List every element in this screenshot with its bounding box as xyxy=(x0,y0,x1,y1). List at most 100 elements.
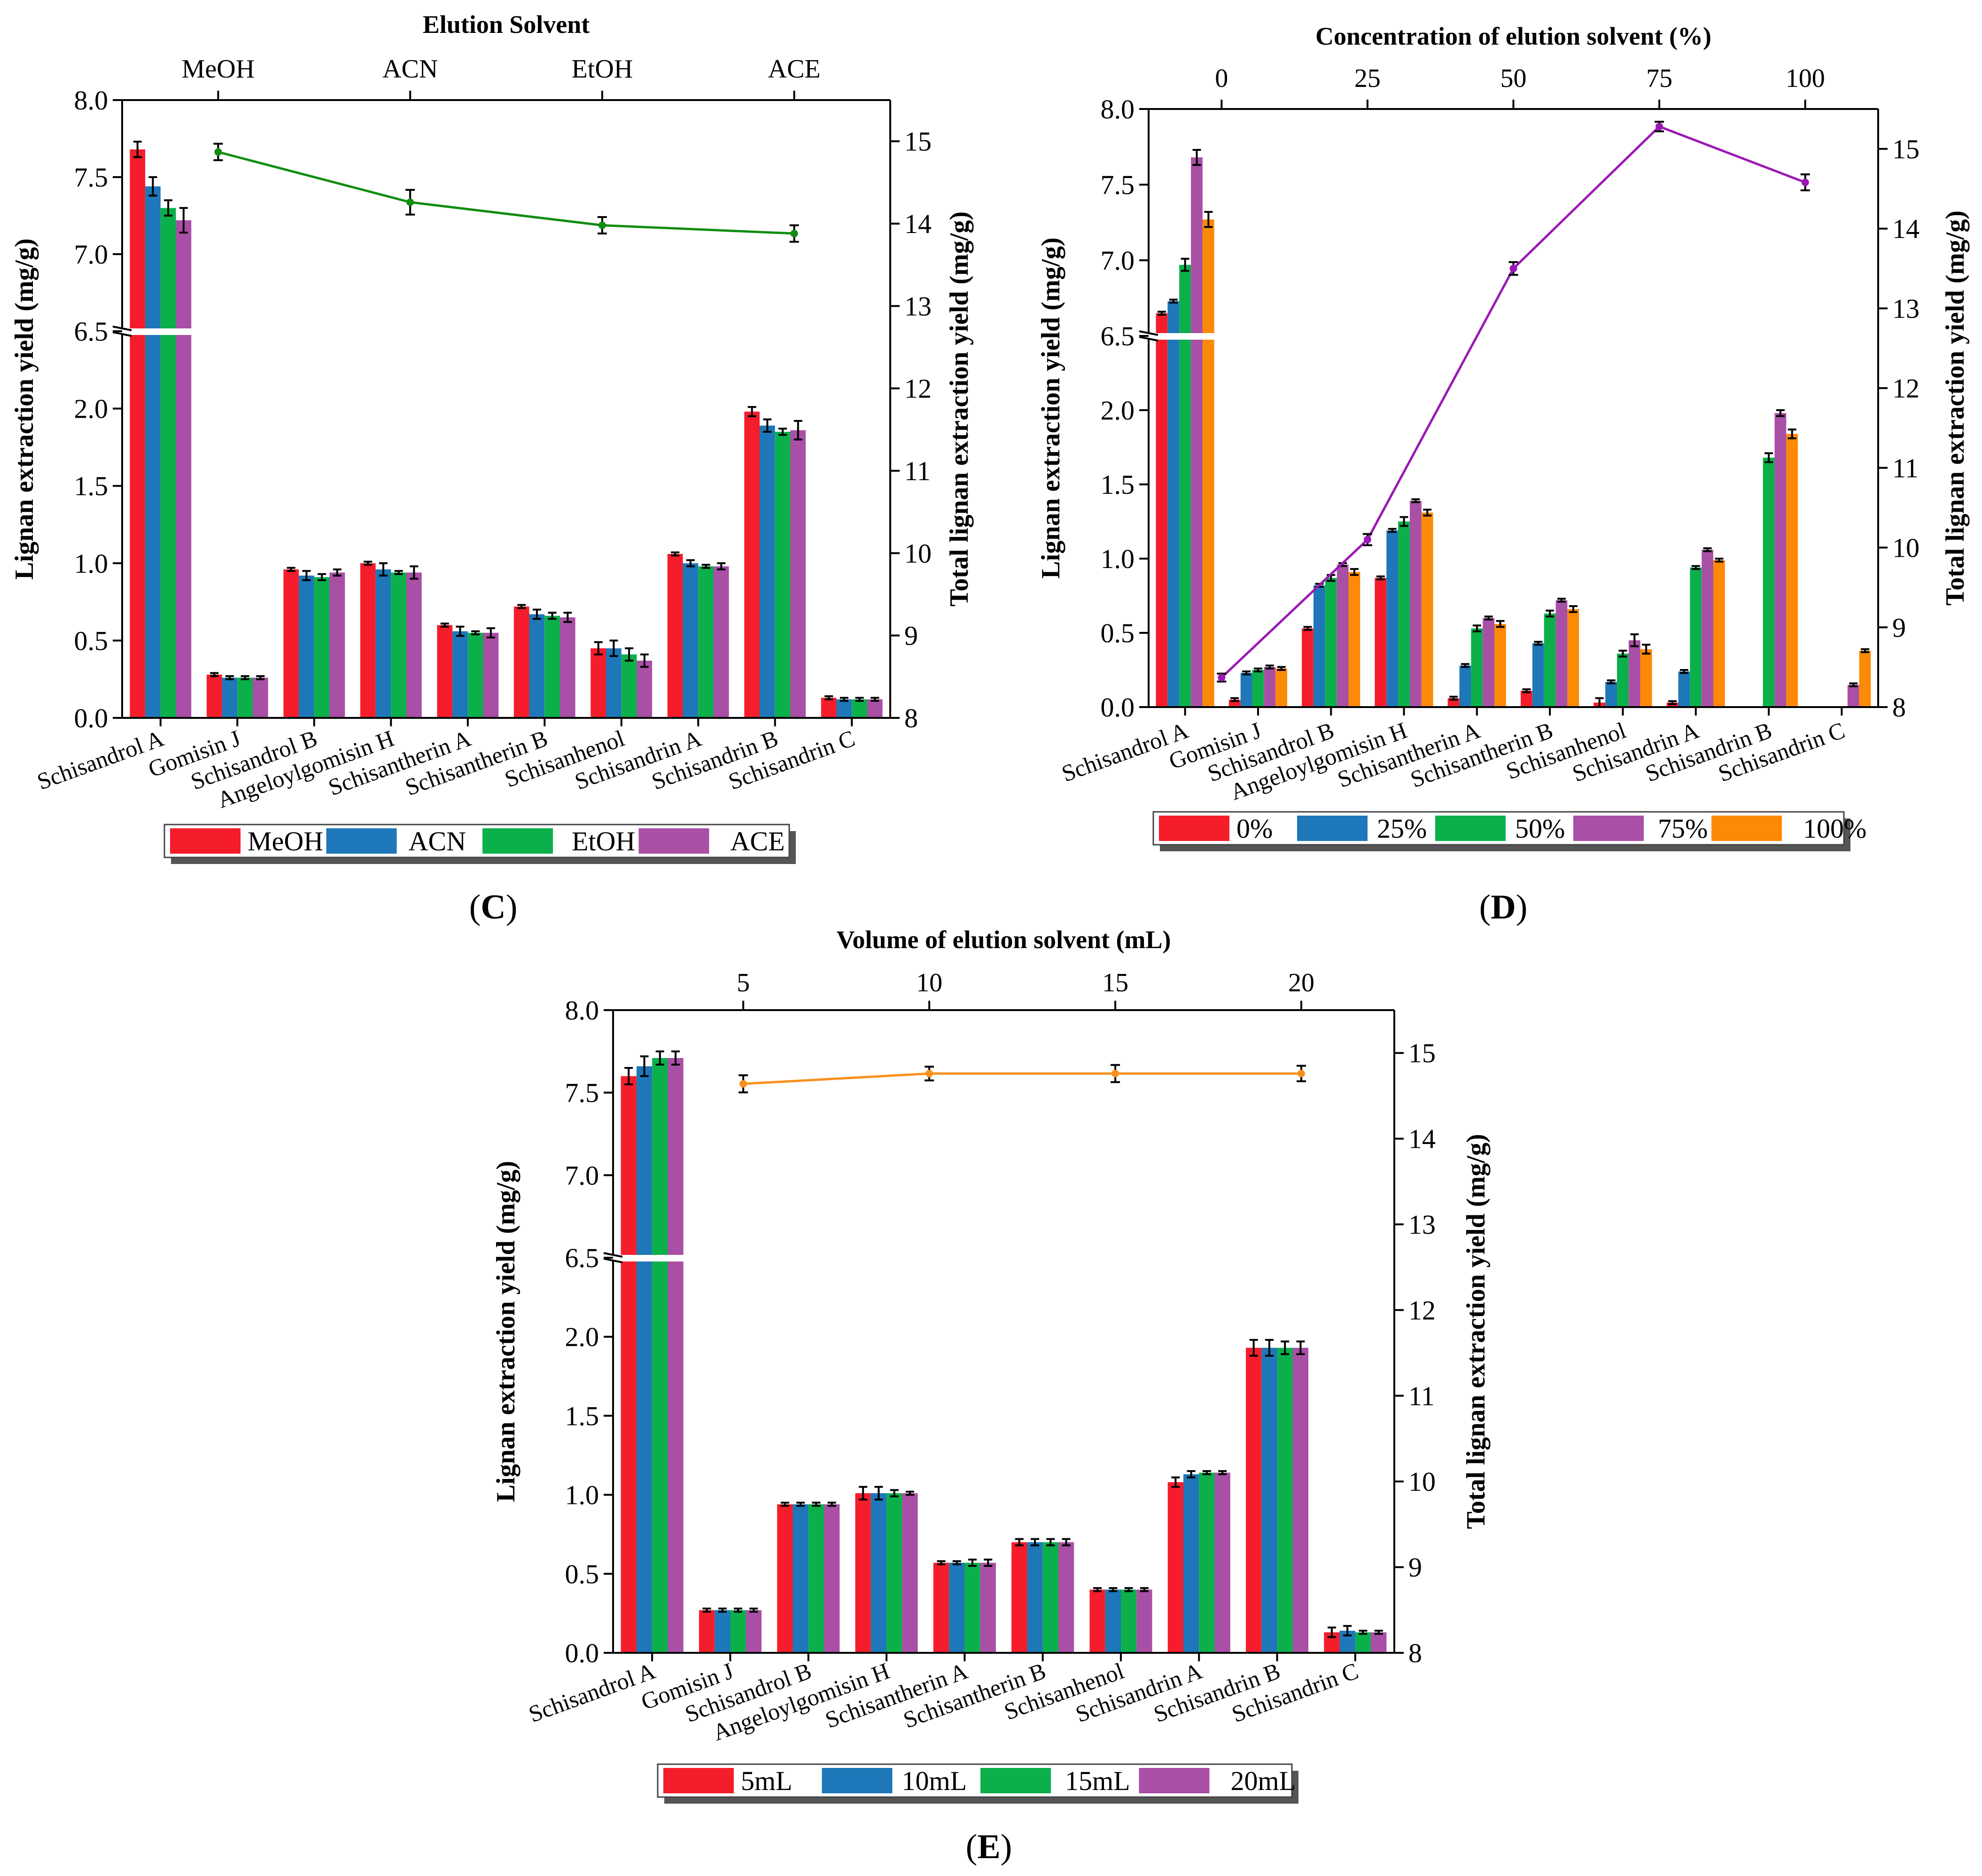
bar-etoh-2 xyxy=(314,577,330,718)
y-axis-title: Lignan extraction yield (mg/g) xyxy=(10,238,39,579)
bar-ace-9 xyxy=(867,699,883,718)
legend-swatch-10ml xyxy=(822,1768,893,1793)
y2-tick-label: 15 xyxy=(1408,1038,1436,1068)
y2-tick-label: 8 xyxy=(904,703,918,733)
bar-ace-2 xyxy=(329,572,345,718)
bar-50-4 xyxy=(1471,628,1483,707)
bar-50-1 xyxy=(1252,670,1264,707)
bar-25-4 xyxy=(1459,665,1471,707)
bar-5ml-3 xyxy=(855,1493,871,1653)
y2-tick-label: 10 xyxy=(1408,1466,1436,1497)
bar-5ml-6 xyxy=(1089,1589,1105,1653)
bar-15ml-9 xyxy=(1355,1632,1371,1653)
y2-tick-label: 9 xyxy=(904,621,918,651)
bar-0-3 xyxy=(1375,578,1387,707)
line-point xyxy=(925,1069,933,1077)
bar-75-3 xyxy=(1410,500,1422,707)
legend-swatch-20ml xyxy=(1139,1768,1210,1793)
line-point xyxy=(790,230,798,238)
bar-20ml-7 xyxy=(1214,1472,1230,1653)
legend-swatch-5ml xyxy=(663,1768,734,1793)
bar-50-2 xyxy=(1325,578,1337,707)
top-tick-label: 25 xyxy=(1354,64,1381,93)
bar-20ml-1 xyxy=(746,1610,762,1653)
legend-swatch-meoh xyxy=(170,828,241,854)
y2-axis-title: Total lignan extraction yield (mg/g) xyxy=(945,211,974,607)
y-tick-label: 0.5 xyxy=(74,625,109,656)
line-point xyxy=(214,148,222,156)
bar-ace-1 xyxy=(253,677,268,718)
bar-75-4 xyxy=(1483,618,1495,707)
line-point xyxy=(406,198,414,206)
y-tick-label: 1.5 xyxy=(565,1401,599,1431)
bar-0-5 xyxy=(1521,691,1532,707)
y2-tick-label: 13 xyxy=(1892,293,1920,324)
y-tick-label: 8.0 xyxy=(1101,94,1135,125)
line-point xyxy=(1801,179,1809,187)
y2-tick-label: 13 xyxy=(904,291,932,321)
bar-acn-1 xyxy=(222,677,238,718)
bar-acn-5 xyxy=(529,614,545,718)
y-tick-label: 7.0 xyxy=(565,1160,599,1191)
y-tick-label: 1.5 xyxy=(1101,469,1135,500)
bar-15ml-3 xyxy=(886,1493,902,1653)
axis-break-mark xyxy=(603,1258,623,1263)
bar-75-7 xyxy=(1702,550,1713,707)
bar-20ml-6 xyxy=(1136,1589,1152,1653)
bar-100-3 xyxy=(1421,513,1433,707)
axis-break-band xyxy=(1130,333,1888,340)
bar-etoh-0 xyxy=(160,208,176,718)
bar-10ml-5 xyxy=(1027,1542,1043,1653)
bar-25-5 xyxy=(1532,643,1544,707)
bar-meoh-9 xyxy=(821,698,837,718)
bar-10ml-7 xyxy=(1183,1474,1199,1653)
line-point xyxy=(1218,674,1226,682)
bar-meoh-2 xyxy=(283,569,299,718)
bar-5ml-7 xyxy=(1167,1482,1183,1653)
bar-acn-3 xyxy=(375,569,391,718)
bar-100-9 xyxy=(1859,650,1871,707)
bar-100-4 xyxy=(1494,624,1506,707)
bar-etoh-6 xyxy=(621,654,637,718)
line-point xyxy=(1363,536,1371,544)
y-tick-label: 7.0 xyxy=(1101,245,1135,276)
legend-label: 10mL xyxy=(902,1766,967,1796)
y-tick-label: 2.0 xyxy=(1101,395,1135,426)
bar-5ml-4 xyxy=(933,1563,949,1653)
legend-label: ACN xyxy=(409,826,466,856)
bar-ace-4 xyxy=(483,632,499,718)
y-tick-label: 8.0 xyxy=(74,85,109,116)
line-point xyxy=(739,1080,747,1088)
bar-20ml-9 xyxy=(1371,1632,1387,1653)
y2-tick-label: 14 xyxy=(1892,214,1920,244)
top-axis-title: Elution Solvent xyxy=(423,10,590,39)
y2-tick-label: 9 xyxy=(1408,1552,1422,1583)
legend-label: 15mL xyxy=(1065,1766,1130,1796)
legend-label: 50% xyxy=(1515,813,1565,844)
top-tick-label: EtOH xyxy=(572,54,633,84)
bar-etoh-9 xyxy=(852,699,867,718)
bar-15ml-1 xyxy=(730,1610,746,1653)
panel-label: (D) xyxy=(1479,888,1528,926)
bar-meoh-6 xyxy=(591,648,606,718)
y2-tick-label: 11 xyxy=(1892,453,1919,483)
top-axis-title: Volume of elution solvent (mL) xyxy=(837,926,1171,954)
y2-tick-label: 11 xyxy=(904,456,931,486)
axis-break-band xyxy=(103,328,900,335)
bar-5ml-1 xyxy=(699,1610,715,1653)
bar-acn-0 xyxy=(145,186,161,718)
y2-tick-label: 9 xyxy=(1892,612,1906,643)
bar-50-5 xyxy=(1544,613,1556,707)
bar-75-0 xyxy=(1191,157,1203,707)
y2-tick-label: 12 xyxy=(1892,373,1920,404)
bar-etoh-8 xyxy=(775,432,791,718)
y2-tick-label: 13 xyxy=(1408,1209,1436,1240)
y-tick-label: 8.0 xyxy=(565,995,599,1026)
bar-25-0 xyxy=(1167,301,1180,707)
bar-ace-6 xyxy=(637,661,653,718)
panel-label: (C) xyxy=(469,888,518,926)
bar-acn-8 xyxy=(760,425,775,718)
bar-75-1 xyxy=(1264,667,1276,707)
bar-0-2 xyxy=(1302,628,1314,707)
